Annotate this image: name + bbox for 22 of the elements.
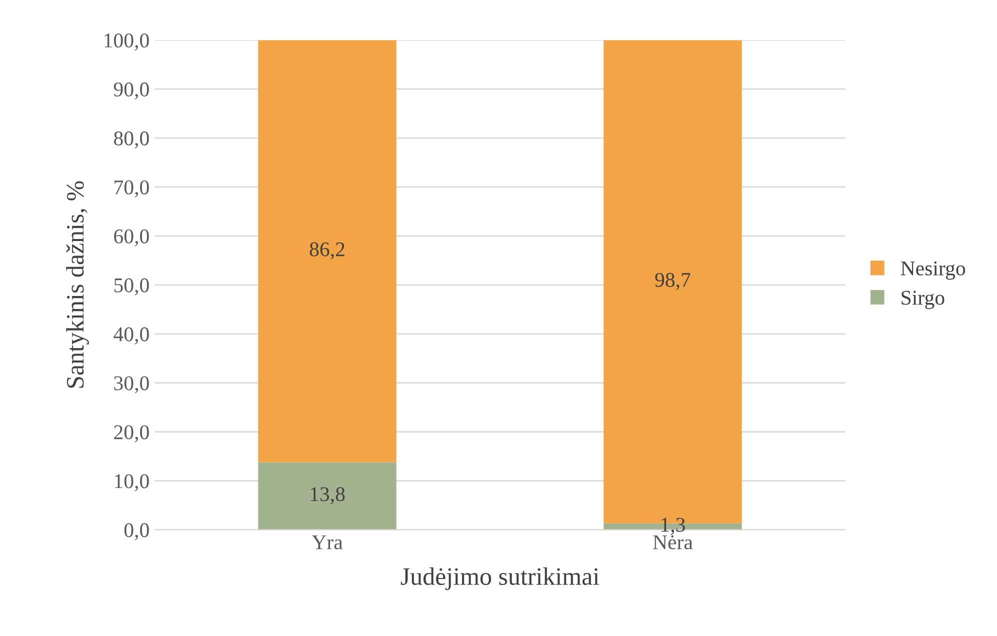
x-tick-label: Yra — [312, 535, 343, 550]
y-tick-label: 100,0 — [104, 33, 149, 50]
y-tick-label: 10,0 — [115, 474, 149, 492]
y-tick-label: 50,0 — [114, 278, 149, 296]
y-tick-label: 40,0 — [114, 327, 149, 344]
bar — [258, 462, 396, 530]
legend-label: Nesirgo — [900, 261, 966, 280]
y-tick-label: 80,0 — [114, 131, 149, 148]
y-tick-label: 20,0 — [114, 425, 149, 442]
legend-label: Sirgo — [902, 290, 944, 310]
y-tick-label: 60,0 — [114, 229, 149, 246]
data-label: 98,7 — [655, 272, 690, 290]
y-tick-label: 90,0 — [114, 82, 149, 100]
y-axis-title: Santykinis dažnis, % — [66, 181, 89, 388]
x-tick-label: Nėra — [653, 535, 693, 550]
bar — [258, 40, 396, 462]
data-label: 86,2 — [310, 242, 344, 260]
y-tick-label: 70,0 — [114, 180, 149, 198]
data-label: 13,8 — [310, 487, 345, 504]
x-axis-title: Judėjimo sutrikimai — [400, 567, 600, 590]
y-tick-label: 0,0 — [124, 523, 149, 540]
y-tick-label: 30,0 — [114, 376, 149, 394]
